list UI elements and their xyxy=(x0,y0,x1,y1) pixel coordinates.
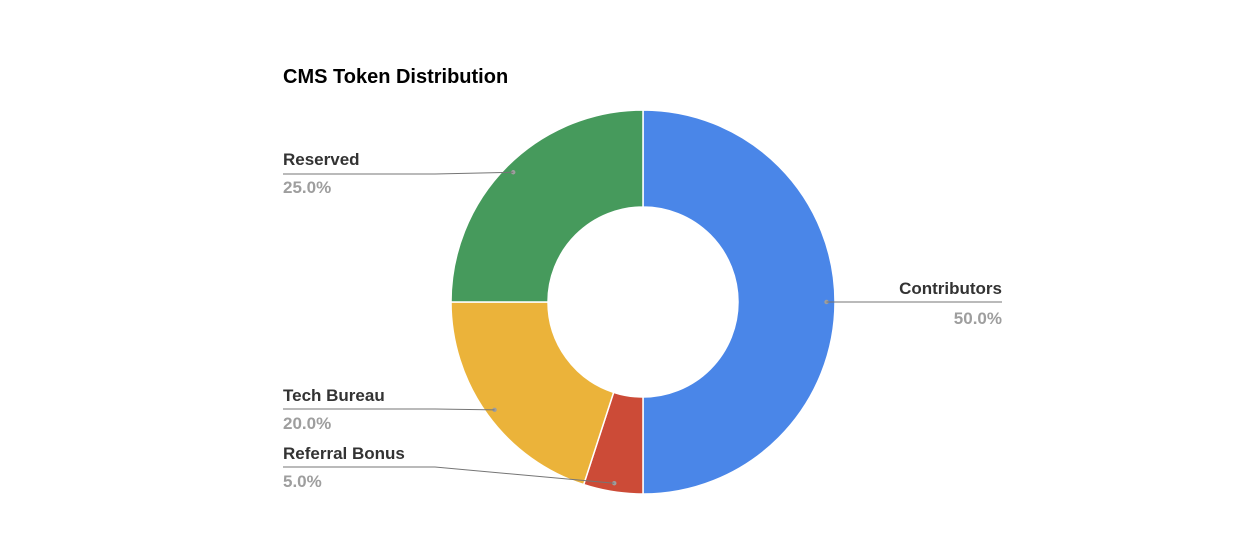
leader-line-tech-bureau xyxy=(283,408,495,411)
slice-percent-reserved: 25.0% xyxy=(283,178,331,197)
slice-percent-tech-bureau: 20.0% xyxy=(283,414,331,433)
slice-contributors xyxy=(642,109,836,495)
leader-lines-layer xyxy=(283,170,1002,486)
leader-line-referral-bonus xyxy=(283,466,615,484)
slices-layer xyxy=(450,109,836,495)
slice-label-referral-bonus: Referral Bonus xyxy=(283,444,405,463)
slice-reserved xyxy=(450,109,644,303)
slice-label-reserved: Reserved xyxy=(283,150,360,169)
slice-tech-bureau xyxy=(450,301,615,486)
slice-label-tech-bureau: Tech Bureau xyxy=(283,386,385,405)
slice-label-contributors: Contributors xyxy=(899,279,1002,298)
leader-line-reserved xyxy=(283,171,514,175)
chart-title: CMS Token Distribution xyxy=(283,66,509,88)
labels-layer: Contributors 50.0% Referral Bonus 5.0% Tech … xyxy=(283,150,1002,491)
slice-percent-referral-bonus: 5.0% xyxy=(283,472,322,491)
slice-percent-contributors: 50.0% xyxy=(954,309,1002,328)
